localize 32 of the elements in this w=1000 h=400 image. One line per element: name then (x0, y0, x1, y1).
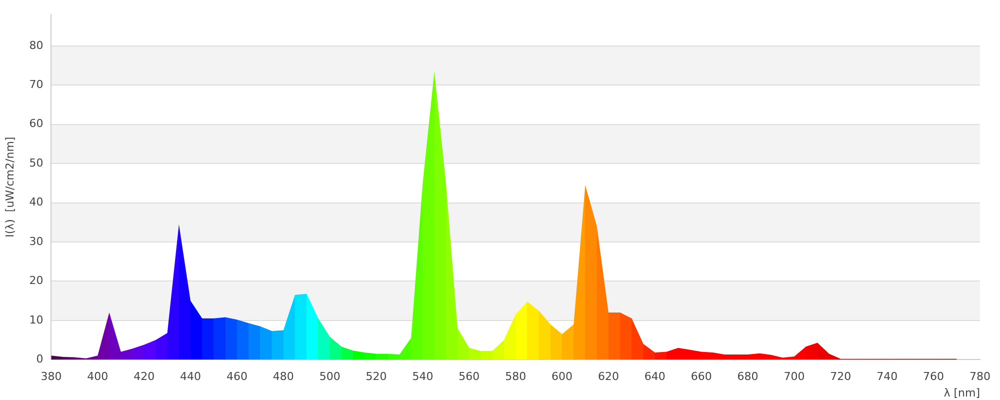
x-tick-label: 520 (366, 370, 387, 384)
x-tick-label: 600 (552, 370, 573, 384)
y-axis-title: I(λ) [uW/cm2/nm] (3, 136, 16, 238)
y-tick-label: 10 (29, 313, 44, 326)
x-tick-label: 460 (226, 370, 248, 384)
x-tick-label: 620 (598, 370, 619, 384)
x-tick-label: 380 (40, 370, 62, 384)
x-tick-label: 420 (134, 370, 155, 384)
x-tick-label: 700 (784, 370, 805, 384)
y-tick-label: 80 (29, 38, 44, 52)
x-tick-label: 400 (87, 370, 108, 384)
x-axis-title: λ [nm] (944, 386, 980, 400)
x-tick-label: 720 (830, 370, 852, 384)
x-tick-label: 560 (458, 370, 480, 384)
y-tick-label: 30 (29, 234, 44, 248)
x-tick-label: 660 (690, 370, 712, 384)
x-tick-label: 680 (737, 370, 758, 384)
x-tick-label: 740 (876, 370, 898, 384)
y-tick-label: 60 (29, 117, 44, 130)
x-tick-label: 480 (272, 370, 294, 384)
x-tick-label: 780 (970, 370, 990, 384)
y-tick-label: 0 (36, 352, 44, 366)
y-tick-label: 40 (29, 196, 44, 209)
y-tick-label: 70 (29, 78, 44, 92)
x-tick-label: 580 (505, 370, 526, 384)
x-tick-label: 760 (923, 370, 944, 384)
x-tick-label: 540 (412, 370, 434, 384)
x-tick-label: 640 (644, 370, 666, 384)
x-tick-label: 500 (319, 370, 340, 384)
y-tick-label: 20 (29, 274, 44, 288)
y-tick-label: 50 (29, 156, 44, 170)
x-tick-label: 440 (180, 370, 202, 384)
